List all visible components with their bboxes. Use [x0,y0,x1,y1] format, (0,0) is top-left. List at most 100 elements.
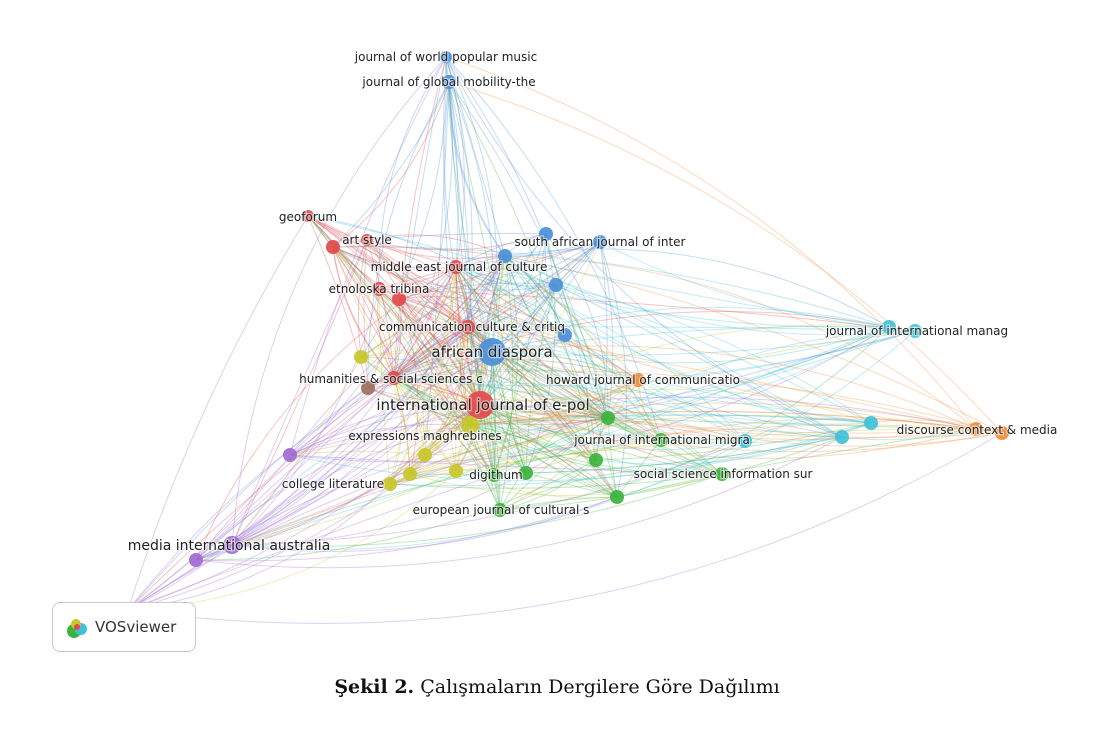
link-line [455,255,507,472]
link-line [422,266,457,456]
node-ijep[interactable] [466,391,494,419]
node-g3[interactable] [610,490,624,504]
node-mej[interactable] [449,260,463,274]
link-line [332,246,395,379]
node-b1[interactable] [539,227,553,241]
label-etn: etnoloska tribina [329,282,430,296]
link-line [231,356,362,546]
link-line [393,377,597,461]
link-line [398,298,481,406]
link-line [444,81,469,328]
node-r2[interactable] [392,292,406,306]
node-c2[interactable] [864,416,878,430]
node-ejc[interactable] [493,503,507,517]
node-b4[interactable] [558,328,572,342]
node-exm[interactable] [461,416,479,434]
node-etn[interactable] [372,282,386,296]
link-line [378,266,457,290]
node-ssi[interactable] [715,467,729,481]
node-r1[interactable] [326,240,340,254]
link-line [389,424,977,485]
link-line [289,396,977,456]
link-line [479,404,662,442]
link-line [360,356,609,419]
node-hjc[interactable] [631,373,645,387]
link-line [607,417,977,434]
link-line [499,379,639,511]
node-saj[interactable] [593,235,607,249]
link-line [195,436,843,569]
node-p2[interactable] [283,448,297,462]
node-wpm[interactable] [440,51,452,63]
link-line [393,377,639,401]
link-line [469,379,639,426]
link-line [398,298,471,426]
node-gmt[interactable] [442,75,456,89]
link-line [360,241,601,358]
link-line [289,326,469,456]
link-line [393,255,506,379]
node-c3[interactable] [835,430,849,444]
node-geo[interactable] [302,210,314,222]
node-p1[interactable] [189,553,203,567]
node-c1[interactable] [908,324,922,338]
node-mia[interactable] [223,536,241,554]
link-line [491,351,527,474]
link-line [127,326,469,611]
node-y2[interactable] [418,448,432,462]
link-line [637,330,916,381]
node-br[interactable] [361,381,375,395]
link-line [332,81,450,248]
link-line [448,81,506,257]
link-line [455,266,872,424]
label-jim: journal of international migra [573,433,750,447]
link-line [366,239,457,268]
node-y1[interactable] [354,350,368,364]
link-line [393,311,890,379]
link-line [332,246,395,379]
node-g2[interactable] [589,453,603,467]
link-line [445,56,977,430]
link-line [195,496,618,562]
link-line [499,496,618,511]
node-ccc[interactable] [461,320,475,334]
node-y4[interactable] [449,464,463,478]
link-line [360,350,493,358]
link-line [599,241,614,419]
link-line [367,266,457,389]
link-line [555,284,843,438]
link-line [491,351,746,442]
node-art[interactable] [361,234,373,246]
link-line [398,282,557,300]
link-line [467,241,601,328]
link-line [127,417,609,611]
link-line [360,356,723,475]
link-line [493,417,609,476]
node-jim[interactable] [654,433,668,447]
link-line [459,326,471,426]
node-g4[interactable] [519,466,533,480]
node-jimg[interactable] [882,320,896,334]
link-line [469,402,1003,434]
link-line [127,377,395,611]
node-g1[interactable] [601,411,615,425]
link-line [409,436,843,476]
link-line [289,404,481,456]
node-b3[interactable] [549,278,563,292]
link-line [448,81,527,474]
link-line [393,377,495,476]
link-line [479,404,1003,452]
link-line [455,233,547,268]
link-line [332,246,746,442]
node-c4[interactable] [738,434,752,448]
link-line [289,56,447,456]
node-y3[interactable] [403,467,417,481]
node-hss[interactable] [387,371,401,385]
node-dcm[interactable] [969,422,983,436]
label-gmt: journal of global mobility-the [361,75,535,89]
node-b2[interactable] [498,249,512,263]
node-dig[interactable] [487,468,501,482]
node-ad[interactable] [478,338,506,366]
node-cl[interactable] [383,477,397,491]
node-o1[interactable] [995,426,1009,440]
